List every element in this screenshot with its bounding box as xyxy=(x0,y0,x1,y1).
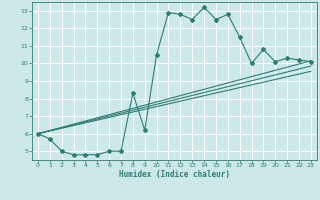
X-axis label: Humidex (Indice chaleur): Humidex (Indice chaleur) xyxy=(119,170,230,179)
